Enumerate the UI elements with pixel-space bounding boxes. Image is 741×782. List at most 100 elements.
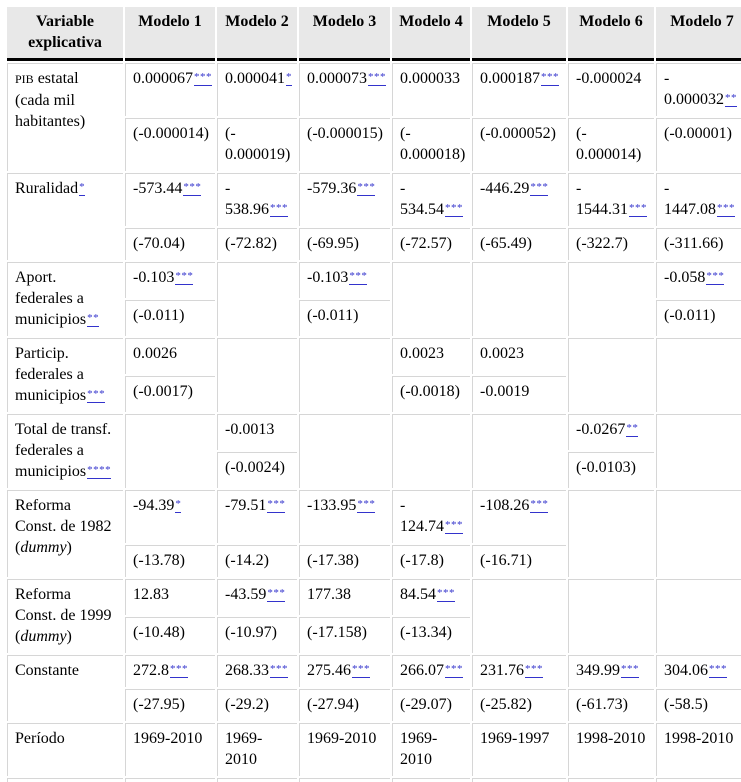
footnote-link[interactable]: *** <box>437 588 455 602</box>
text-segment: 0.000014) <box>576 146 642 163</box>
text-segment: federales a <box>15 366 84 383</box>
constante-m1-se: (-27.95) <box>125 689 215 721</box>
reforma-1982-m2-coef: -79.51*** <box>217 490 297 543</box>
footnote-link[interactable]: *** <box>709 664 727 678</box>
text-segment: 124.74 <box>400 518 444 535</box>
text-segment: -94.39 <box>133 497 175 514</box>
text-segment: -79.51 <box>225 497 267 514</box>
text-segment: (-17.8) <box>400 552 444 569</box>
text-segment: 0.000033 <box>400 70 460 87</box>
footnote-link[interactable]: ** <box>725 93 737 107</box>
text-segment: -0.058 <box>664 269 706 286</box>
particip-federales-m1-coef: 0.0026 <box>125 338 215 374</box>
aport-federales-m2-empty <box>217 262 297 336</box>
text-segment: 0.000067 <box>133 70 193 87</box>
footnote-link[interactable]: *** <box>194 72 212 86</box>
text-segment: - <box>664 180 670 197</box>
periodo-m5: 1969-1997 <box>472 723 566 776</box>
pib-estatal-m2-coef: 0.000041* <box>217 63 297 116</box>
table-header: Variable explicativa Modelo 1 Modelo 2 Model… <box>7 7 741 61</box>
text-segment: 1969-1997 <box>480 730 550 747</box>
footnote-link[interactable]: *** <box>368 72 386 86</box>
footnote-link[interactable]: *** <box>621 664 639 678</box>
ruralidad-m3-coef: -579.36*** <box>299 173 390 226</box>
footnote-link[interactable]: *** <box>183 182 202 196</box>
header-variable-explicativa: Variable explicativa <box>7 7 123 61</box>
footnote-link[interactable]: *** <box>445 520 463 534</box>
footnote-link[interactable]: *** <box>349 271 368 285</box>
periodo-m4: 1969- 2010 <box>392 723 470 776</box>
footnote-link[interactable]: *** <box>175 271 194 285</box>
ruralidad-m7-se: (-311.66) <box>656 228 741 260</box>
footnote-link[interactable]: ** <box>626 423 639 437</box>
text-segment: (-58.5) <box>664 696 708 713</box>
text-segment: (-311.66) <box>664 235 724 252</box>
footnote-link[interactable]: *** <box>445 203 463 217</box>
text-segment: (-0.000015) <box>307 125 383 142</box>
footnote-link[interactable]: *** <box>87 389 106 403</box>
footnote-link[interactable]: *** <box>525 664 543 678</box>
constante-m2-se: (-29.2) <box>217 689 297 721</box>
total-transf-m1-empty <box>125 414 215 488</box>
text-segment: 1969-2010 <box>133 730 203 747</box>
text-segment: 0.000032 <box>664 91 724 108</box>
text-segment: (-0.0024) <box>225 459 285 476</box>
text-segment: 1969-2010 <box>307 730 377 747</box>
footnote-link[interactable]: *** <box>357 182 376 196</box>
text-segment: 2010 <box>225 751 257 768</box>
footnote-link[interactable]: *** <box>445 664 463 678</box>
text-segment: (- <box>225 125 236 142</box>
text-segment: (-322.7) <box>576 235 628 252</box>
ruralidad-m1-coef: -573.44*** <box>125 173 215 226</box>
header-modelo-5: Modelo 5 <box>472 7 566 61</box>
footnote-link[interactable]: *** <box>717 203 735 217</box>
text-segment: municipios <box>15 311 87 328</box>
footnote-link[interactable]: *** <box>530 499 549 513</box>
particip-federales-m7-empty <box>656 338 741 412</box>
text-segment: -573.44 <box>133 180 183 197</box>
footnote-link[interactable]: ** <box>87 313 100 327</box>
pib-estatal-m4-coef: 0.000033 <box>392 63 470 116</box>
text-segment: 0.0023 <box>480 345 524 362</box>
total-transf-m5-empty <box>472 414 566 488</box>
text-segment: 275.46 <box>307 662 351 679</box>
footnote-link[interactable]: * <box>79 182 86 196</box>
footnote-link[interactable]: * <box>286 72 292 86</box>
particip-federales-m3-empty <box>299 338 390 412</box>
reforma-1999-m1-se: (-10.48) <box>125 617 215 653</box>
regression-results-table: Variable explicativa Modelo 1 Modelo 2 Model… <box>5 5 741 782</box>
constante-m5-se: (-25.82) <box>472 689 566 721</box>
text-segment: (-13.34) <box>400 624 452 641</box>
footnote-link[interactable]: *** <box>170 664 188 678</box>
text-segment: -0.000024 <box>576 70 642 87</box>
text-segment: dummy <box>20 628 67 645</box>
text-segment: 272.8 <box>133 662 169 679</box>
footnote-link[interactable]: **** <box>87 465 112 479</box>
footnote-link[interactable]: *** <box>357 499 376 513</box>
text-segment: (-72.57) <box>400 235 452 252</box>
footnote-link[interactable]: *** <box>629 203 647 217</box>
footnote-link[interactable]: *** <box>352 664 370 678</box>
footnote-link[interactable]: *** <box>267 588 286 602</box>
aport-federales-m7-coef: -0.058*** <box>656 262 741 298</box>
observaciones-m7: 398 <box>656 778 741 782</box>
footnote-link[interactable]: *** <box>706 271 725 285</box>
particip-federales-m6-empty <box>568 338 654 412</box>
footnote-link[interactable]: *** <box>270 664 288 678</box>
text-segment: 177.38 <box>307 586 351 603</box>
text-segment: ) <box>66 539 72 556</box>
footnote-link[interactable]: *** <box>267 499 286 513</box>
aport-federales-m4-empty <box>392 262 470 336</box>
footnote-link[interactable]: *** <box>530 182 549 196</box>
constante-m3-coef: 275.46*** <box>299 655 390 687</box>
constante-m5-coef: 231.76*** <box>472 655 566 687</box>
text-segment: Reforma <box>15 497 71 514</box>
text-segment: 0.0023 <box>400 345 444 362</box>
table-body: PIB estatal (cada mil habitantes) 0.000067*… <box>7 63 741 782</box>
text-segment: (- <box>576 125 587 142</box>
text-segment: dummy <box>20 539 67 556</box>
footnote-link[interactable]: *** <box>541 72 559 86</box>
footnote-link[interactable]: * <box>175 499 182 513</box>
footnote-link[interactable]: *** <box>270 203 288 217</box>
pib-estatal-m6-coef: -0.000024 <box>568 63 654 116</box>
